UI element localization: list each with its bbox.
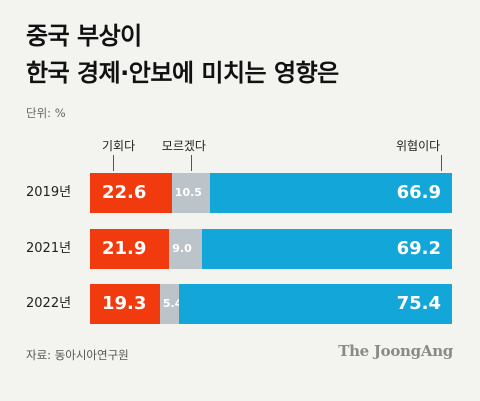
bar-3-row-3 [179, 284, 453, 324]
bar-2-row-3 [159, 284, 180, 324]
bar-2-row-2 [169, 229, 202, 269]
bar-1-row-2 [90, 229, 170, 269]
bar-value-2-row-2: 9.0 [172, 242, 192, 255]
chart-title: 중국 부상이 한국 경제·안보에 미치는 영향은 [26, 18, 339, 92]
brand-logo: The JoongAng [338, 342, 453, 360]
bar-1-row-1 [90, 173, 172, 213]
bar-3-row-2 [201, 229, 453, 269]
unit-label: 단위: % [26, 106, 66, 120]
legend-label-3: 위협이다 [396, 139, 441, 153]
bar-1-row-3 [90, 284, 160, 324]
title-line-2: 한국 경제·안보에 미치는 영향은 [26, 59, 339, 87]
bar-value-3-row-3: 75.4 [396, 293, 441, 314]
legend-tick-2 [191, 155, 192, 171]
title-line-1: 중국 부상이 [26, 22, 142, 50]
bar-value-3-row-1: 66.9 [396, 182, 441, 203]
legend-tick-3 [441, 155, 442, 171]
legend-tick-1 [113, 155, 114, 171]
bar-value-2-row-1: 10.5 [174, 186, 202, 199]
bar-value-2-row-3: 5.4 [162, 297, 183, 310]
row-label-2019년: 2019년 [26, 185, 72, 200]
bar-value-1-row-3: 19.3 [102, 293, 147, 314]
bar-value-1-row-1: 22.6 [102, 182, 147, 203]
legend-label-1: 기회다 [102, 139, 136, 153]
row-label-2021년: 2021년 [26, 241, 72, 256]
bar-2-row-1 [171, 173, 210, 213]
legend-label-2: 모르겠다 [161, 139, 206, 153]
bar-value-1-row-2: 21.9 [102, 238, 147, 259]
row-label-2022년: 2022년 [26, 296, 72, 311]
bar-value-3-row-2: 69.2 [396, 238, 441, 259]
bar-3-row-1 [209, 173, 452, 213]
source-label: 자료: 동아시아연구원 [26, 348, 129, 362]
